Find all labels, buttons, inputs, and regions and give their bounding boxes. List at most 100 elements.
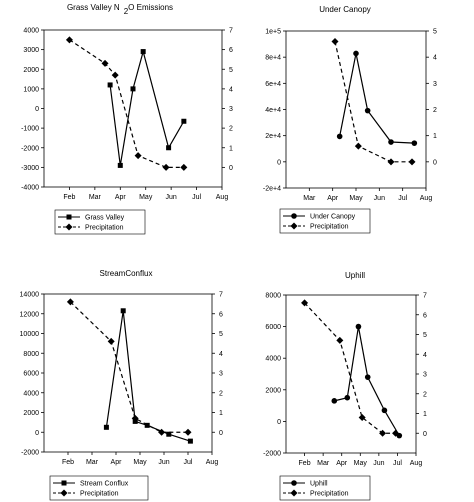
x-tick-label: May [354,460,368,467]
data-point [158,428,166,436]
x-tick-label: Mar [317,460,330,467]
legend-box [279,208,371,234]
x-tick-label: Jul [393,460,402,467]
y-tick-label: -3000 [21,165,39,172]
x-tick-label: Feb [299,460,311,467]
y2-tick-label: 3 [423,372,427,379]
data-point [107,337,115,345]
data-point [331,37,339,45]
y-tick-label: 8e+4 [265,55,281,62]
chart-title-tail: O Emissions [128,3,173,12]
y-tick-label: 0 [277,419,281,426]
x-tick-label: Mar [89,194,102,201]
series-line [339,53,415,144]
y-tick-label: -2000 [21,145,39,152]
data-point [336,336,344,344]
data-point [65,36,73,44]
chart-title-subscript: 2 [124,7,129,16]
y-tick-label: 6000 [265,324,281,331]
data-point [331,398,338,404]
y-tick-label: 3000 [23,47,39,54]
data-point [66,298,74,306]
x-tick-label: Feb [63,194,75,201]
y-tick-label: 6e+4 [265,81,281,88]
data-point [117,162,123,168]
legend-marker [291,480,297,486]
data-point [387,158,395,166]
data-point [166,145,172,151]
legend-label: Precipitation [310,224,349,231]
y-tick-label: 14000 [20,292,40,299]
y2-tick-label: 7 [219,292,223,299]
x-tick-label: Mar [86,459,99,466]
data-point [411,140,418,146]
data-point [130,86,136,92]
data-point [162,163,170,171]
legend-label: Precipitation [310,491,349,498]
chart-panel: StreamConflux140001200010000800060004000… [20,269,223,501]
x-tick-label: Jun [373,460,384,467]
y-tick-label: -2000 [263,451,281,458]
x-tick-label: May [133,459,147,466]
plot-frame [43,29,223,188]
legend-label: Stream Conflux [80,481,129,488]
series-line [334,326,400,436]
x-tick-label: Jul [184,459,193,466]
legend-marker [60,489,68,497]
legend-marker [61,480,67,486]
y-tick-label: 1000 [23,86,39,93]
x-tick-label: Apr [327,195,339,202]
x-tick-label: Aug [410,460,423,467]
x-tick-label: Apr [336,460,348,467]
y2-tick-label: 4 [229,86,233,93]
chart-title: Grass Valley N 2O Emissions [67,3,173,16]
legend-box [279,475,371,501]
y2-tick-label: 3 [219,371,223,378]
y2-tick-label: 6 [423,312,427,319]
x-tick-label: Jun [165,194,176,201]
legend-label: Under Canopy [310,214,356,221]
y2-tick-label: 1 [423,411,427,418]
x-tick-label: May [349,195,363,202]
x-tick-label: Apr [115,194,127,201]
x-tick-label: Aug [216,194,229,201]
data-point [187,438,193,444]
y2-tick-label: 7 [229,28,233,35]
series-line [105,310,191,442]
x-tick-label: Jun [158,459,169,466]
y-tick-label: 6000 [23,371,39,378]
legend-label: Grass Valley [85,215,125,222]
y2-tick-label: 5 [433,29,437,36]
y-tick-label: 10000 [20,331,40,338]
data-point [181,118,187,124]
legend-marker [66,214,72,220]
chart-title: Under Canopy [319,5,371,14]
y-tick-label: -2e+4 [263,186,281,193]
y-tick-label: 0 [35,430,39,437]
y2-tick-label: 0 [423,431,427,438]
data-point [134,152,142,160]
x-tick-label: May [139,194,153,201]
y2-tick-label: 2 [433,107,437,114]
y-tick-label: 4000 [265,356,281,363]
y-tick-label: 0 [35,106,39,113]
y-tick-label: 4000 [23,390,39,397]
series-line [69,301,188,433]
legend-marker [65,223,73,231]
y2-tick-label: 1 [433,133,437,140]
data-point [381,407,388,414]
data-point [344,394,351,401]
y2-tick-label: 4 [433,55,437,62]
plot-frame [43,293,213,453]
y-tick-label: 0 [277,159,281,166]
y2-tick-label: 6 [219,311,223,318]
y-tick-label: 8000 [23,351,39,358]
y-tick-label: 4000 [23,28,39,35]
data-point [408,158,416,166]
data-point [336,133,343,140]
data-point [180,163,188,171]
x-tick-label: Jul [192,194,201,201]
data-point [120,308,126,314]
data-point [354,142,362,150]
